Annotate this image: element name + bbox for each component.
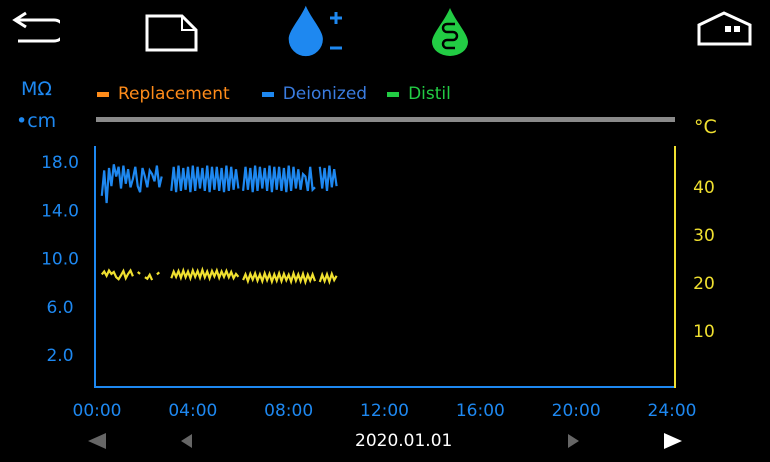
right-tick-label: 10 xyxy=(693,322,715,342)
temperature-series-line xyxy=(100,266,338,286)
legend-item-distil[interactable]: Distil xyxy=(387,84,451,104)
legend-swatch xyxy=(261,91,274,97)
prev-day-button[interactable] xyxy=(180,433,194,453)
legend-item-replacement[interactable]: Replacement xyxy=(97,84,230,104)
resistivity-series-line xyxy=(100,164,338,204)
legend-swatch xyxy=(387,91,400,97)
left-tick-label: 2.0 xyxy=(46,346,73,366)
legend-swatch xyxy=(97,91,109,97)
right-axis-unit: °C xyxy=(694,116,717,138)
triangle-right-icon xyxy=(664,433,682,449)
left-axis-unit-top: MΩ xyxy=(21,78,52,100)
x-tick-label: 16:00 xyxy=(456,401,505,421)
right-tick-label: 20 xyxy=(693,274,715,294)
right-tick-label: 40 xyxy=(693,178,715,198)
left-tick-label: 18.0 xyxy=(41,153,79,173)
distil-drop-icon xyxy=(432,8,468,56)
right-tick-label: 30 xyxy=(693,226,715,246)
x-tick-label: 12:00 xyxy=(360,401,409,421)
next-day-button[interactable] xyxy=(566,433,580,453)
new-page-icon xyxy=(145,14,198,52)
current-date: 2020.01.01 xyxy=(355,431,453,451)
left-axis-unit-bottom: •cm xyxy=(16,110,57,132)
x-tick-label: 04:00 xyxy=(168,401,217,421)
x-tick-label: 00:00 xyxy=(73,401,122,421)
x-tick-label: 24:00 xyxy=(648,401,697,421)
home-icon xyxy=(697,11,752,46)
small-triangle-left-icon xyxy=(181,434,192,448)
left-tick-label: 10.0 xyxy=(41,250,79,270)
home-button[interactable] xyxy=(696,10,756,50)
legend-label: Deionized xyxy=(282,84,368,104)
left-tick-label: 6.0 xyxy=(46,298,73,318)
x-tick-label: 20:00 xyxy=(552,401,601,421)
triangle-left-icon xyxy=(88,433,106,449)
distil-button[interactable] xyxy=(428,4,478,58)
left-tick-label: 14.0 xyxy=(41,201,79,221)
range-bar xyxy=(96,117,675,122)
new-page-button[interactable] xyxy=(140,12,200,54)
legend-label: Replacement xyxy=(118,84,230,104)
last-page-button[interactable] xyxy=(662,432,684,454)
x-tick-label: 08:00 xyxy=(264,401,313,421)
legend-item-deionized[interactable]: Deionized xyxy=(261,84,368,104)
first-page-button[interactable] xyxy=(86,432,108,454)
legend-label: Distil xyxy=(408,84,451,104)
legend: Replacement Deionized Distil xyxy=(97,84,451,104)
deionized-button[interactable] xyxy=(285,4,355,58)
deionized-drop-icon xyxy=(288,5,342,57)
small-triangle-right-icon xyxy=(568,434,579,448)
